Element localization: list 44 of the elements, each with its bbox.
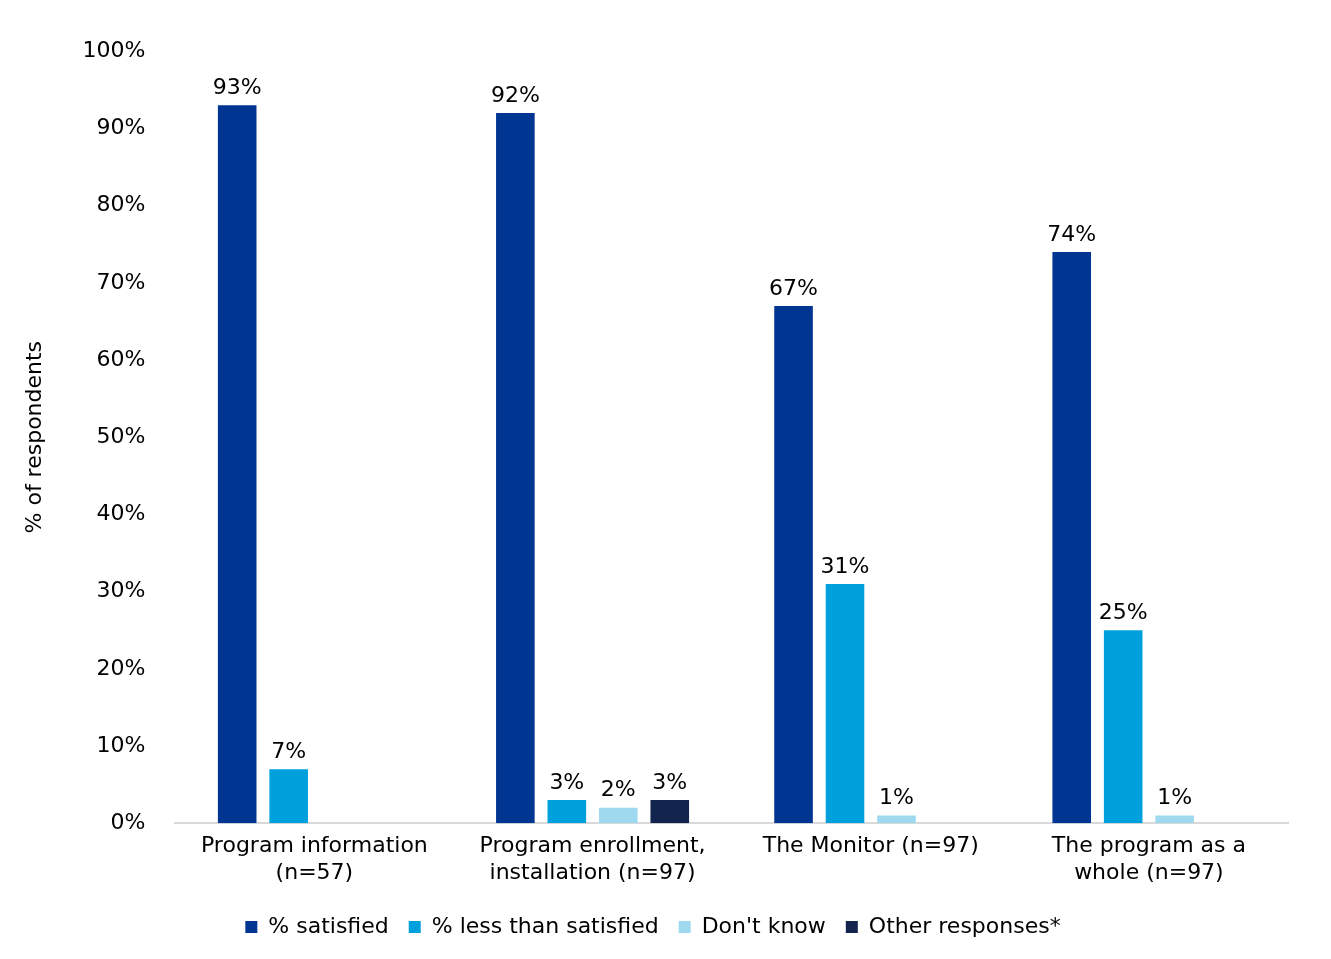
data-label: 93%: [212, 73, 262, 99]
legend-label: % satisfied: [268, 912, 389, 938]
bar: [269, 769, 308, 824]
bar: [650, 800, 690, 824]
data-label: 31%: [820, 552, 870, 578]
legend-label: Other responses*: [868, 912, 1061, 938]
data-label: 3%: [652, 768, 688, 794]
x-tick-label: The program as a whole (n=97): [1050, 832, 1247, 884]
bar: [496, 112, 535, 824]
y-axis-title: % of respondents: [20, 340, 46, 534]
bar: [877, 815, 916, 824]
y-tick-label: 10%: [96, 731, 146, 757]
y-tick-label: 30%: [96, 577, 146, 603]
y-tick-label: 70%: [96, 268, 146, 294]
x-tick-label: The Monitor (n=97): [761, 832, 979, 858]
bar: [1155, 815, 1194, 824]
y-tick-label: 40%: [96, 500, 146, 526]
bar: [825, 583, 865, 824]
data-label: 67%: [769, 274, 818, 300]
legend-label: Don't know: [701, 912, 826, 938]
data-label: 7%: [271, 737, 307, 763]
data-label: 1%: [1157, 784, 1193, 810]
data-label: 25%: [1098, 598, 1148, 624]
y-tick-label: 100%: [82, 36, 146, 62]
y-tick-label: 90%: [96, 114, 146, 140]
bar: [547, 800, 587, 824]
data-label: 92%: [490, 81, 540, 107]
bar: [774, 305, 813, 824]
x-tick-label: Program enrollment, installation (n=97): [479, 832, 706, 884]
data-label: 3%: [549, 768, 585, 794]
data-label: 74%: [1047, 220, 1097, 246]
y-tick-label: 80%: [96, 191, 146, 217]
y-tick-label: 20%: [96, 654, 146, 680]
y-tick-label: 60%: [96, 345, 146, 371]
bar: [1052, 251, 1092, 824]
y-tick-label: 50%: [96, 422, 146, 448]
x-tick-label: Program information (n=57): [200, 832, 428, 884]
data-label: 1%: [879, 784, 914, 810]
data-label: 2%: [600, 776, 636, 802]
bar: [598, 807, 638, 824]
y-tick-label: 0%: [110, 808, 146, 834]
bar: [217, 105, 257, 824]
bar: [1103, 630, 1143, 824]
legend-label: % less than satisfied: [431, 912, 659, 938]
